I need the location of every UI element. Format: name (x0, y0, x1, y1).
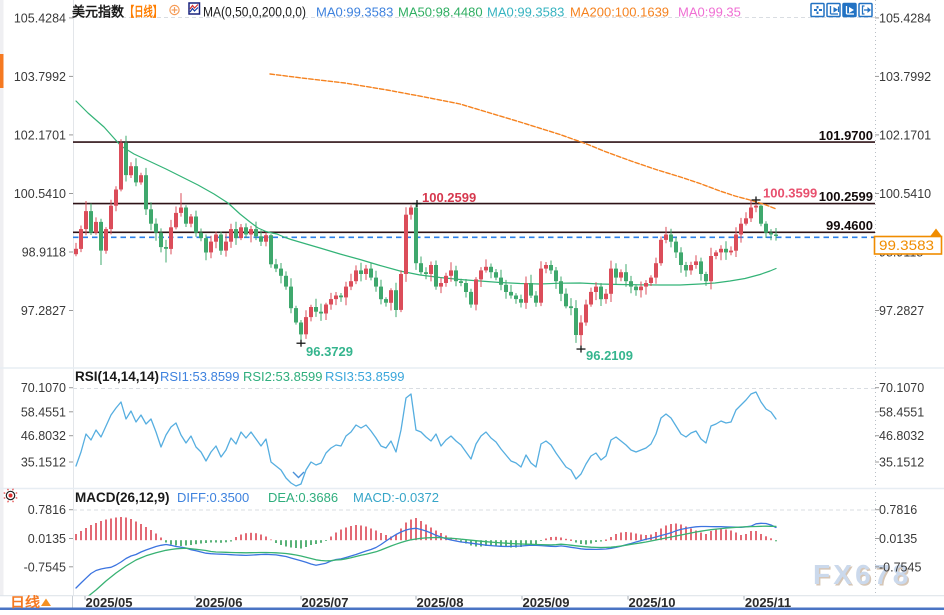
svg-text:102.1701: 102.1701 (14, 128, 66, 142)
svg-text:MACD:-0.0372: MACD:-0.0372 (353, 490, 439, 505)
svg-text:0.7816: 0.7816 (879, 503, 917, 517)
svg-text:FX678: FX678 (815, 561, 914, 592)
svg-text:日线: 日线 (10, 594, 41, 610)
svg-text:96.2109: 96.2109 (586, 348, 633, 363)
svg-text:2025/09: 2025/09 (523, 595, 570, 610)
svg-text:100.5410: 100.5410 (879, 187, 931, 201)
svg-text:0.0135: 0.0135 (879, 532, 917, 546)
svg-text:-0.7545: -0.7545 (24, 560, 66, 574)
svg-text:96.3729: 96.3729 (306, 344, 353, 359)
svg-text:0.0135: 0.0135 (28, 532, 66, 546)
svg-text:97.2827: 97.2827 (879, 304, 924, 318)
svg-text:RSI(14,14,14): RSI(14,14,14) (75, 369, 159, 384)
svg-text:99.4600: 99.4600 (826, 218, 873, 233)
svg-text:DIFF:0.3500: DIFF:0.3500 (177, 490, 249, 505)
svg-text:100.3599: 100.3599 (763, 186, 817, 201)
svg-text:0.7816: 0.7816 (28, 503, 66, 517)
svg-text:2025/07: 2025/07 (302, 595, 349, 610)
svg-text:105.4284: 105.4284 (14, 11, 66, 25)
svg-text:2025/05: 2025/05 (86, 595, 133, 610)
svg-text:MA0:99.3583: MA0:99.3583 (487, 5, 564, 20)
svg-text:MA0:99.35: MA0:99.35 (678, 5, 741, 20)
svg-text:MA50:98.4480: MA50:98.4480 (398, 5, 483, 20)
svg-text:【日线】: 【日线】 (125, 4, 162, 20)
svg-text:103.7992: 103.7992 (14, 70, 66, 84)
svg-text:-0.7545: -0.7545 (879, 560, 921, 574)
svg-text:RSI1:53.8599: RSI1:53.8599 (160, 369, 240, 384)
svg-text:102.1701: 102.1701 (879, 128, 931, 142)
svg-text:70.1070: 70.1070 (21, 381, 66, 395)
svg-text:MA0:99.3583: MA0:99.3583 (316, 5, 393, 20)
svg-text:FX678: FX678 (813, 559, 912, 590)
svg-text:MACD(26,12,9): MACD(26,12,9) (75, 490, 170, 505)
svg-text:100.2599: 100.2599 (422, 190, 476, 205)
svg-text:100.2599: 100.2599 (819, 189, 873, 204)
svg-text:46.8032: 46.8032 (21, 429, 66, 443)
svg-text:35.1512: 35.1512 (21, 456, 66, 470)
svg-text:MA(0,50,0,200,0,0): MA(0,50,0,200,0,0) (203, 5, 306, 20)
svg-text:58.4551: 58.4551 (879, 405, 924, 419)
svg-text:100.5410: 100.5410 (14, 187, 66, 201)
svg-text:2025/11: 2025/11 (745, 595, 791, 610)
svg-text:2025/08: 2025/08 (417, 595, 464, 610)
svg-text:99.3583: 99.3583 (879, 238, 934, 253)
svg-text:105.4284: 105.4284 (879, 11, 931, 25)
svg-text:35.1512: 35.1512 (879, 456, 924, 470)
svg-text:DEA:0.3686: DEA:0.3686 (268, 490, 338, 505)
svg-text:2025/10: 2025/10 (629, 595, 676, 610)
svg-text:101.9700: 101.9700 (819, 128, 873, 143)
svg-text:MA200:100.1639: MA200:100.1639 (570, 5, 669, 20)
svg-text:RSI3:53.8599: RSI3:53.8599 (325, 369, 405, 384)
svg-text:98.9118: 98.9118 (22, 246, 66, 260)
svg-text:RSI2:53.8599: RSI2:53.8599 (243, 369, 323, 384)
svg-text:103.7992: 103.7992 (879, 70, 931, 84)
svg-text:58.4551: 58.4551 (21, 405, 66, 419)
svg-text:97.2827: 97.2827 (21, 304, 66, 318)
svg-text:70.1070: 70.1070 (879, 381, 924, 395)
svg-text:美元指数: 美元指数 (72, 4, 124, 20)
svg-text:2025/06: 2025/06 (196, 595, 243, 610)
svg-text:46.8032: 46.8032 (879, 429, 924, 443)
